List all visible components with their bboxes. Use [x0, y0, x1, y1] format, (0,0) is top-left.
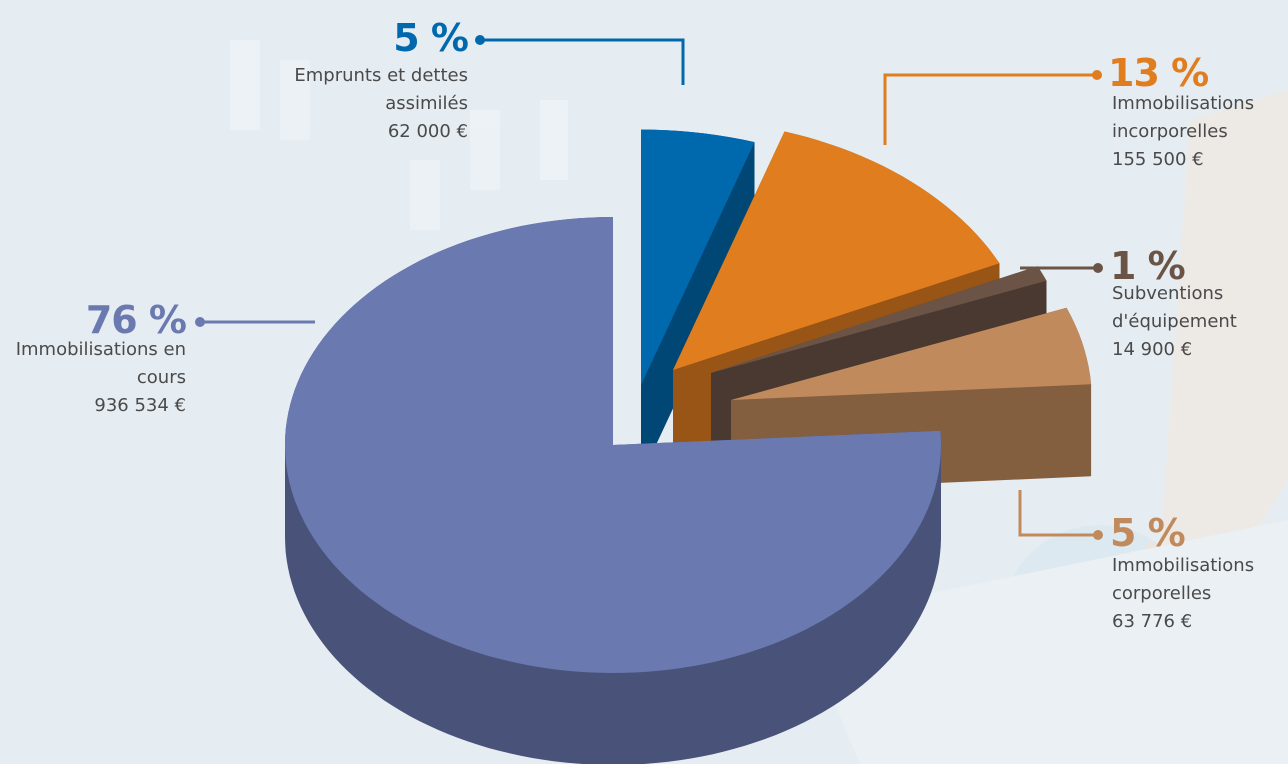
leader-dot — [1093, 530, 1103, 540]
leader-line — [1018, 490, 1098, 537]
leader-dot — [1093, 263, 1103, 273]
slice-label: Immobilisations incorporelles 155 500 € — [1112, 90, 1288, 174]
slice — [285, 217, 941, 673]
leader-line — [883, 73, 1097, 145]
leader-dot — [195, 317, 205, 327]
slice-label: Immobilisations corporelles 63 776 € — [1112, 552, 1288, 636]
slice-label: Immobilisations en cours 936 534 € — [0, 336, 186, 420]
slice — [711, 266, 1047, 373]
leaders — [195, 35, 1103, 540]
slice-label: Subventions d'équipement 14 900 € — [1112, 280, 1288, 364]
percentage-label: 1 % — [1110, 244, 1186, 288]
leader-line — [480, 38, 685, 85]
slice — [641, 129, 755, 385]
leader-dot — [1092, 70, 1102, 80]
amount-label: 62 000 € — [387, 121, 468, 142]
category-label: Subventions d'équipement — [1112, 283, 1237, 332]
amount-label: 63 776 € — [1112, 611, 1193, 632]
category-label: Immobilisations incorporelles — [1112, 93, 1255, 142]
percentage-label: 5 % — [1110, 511, 1186, 555]
percentage-label: 13 % — [1108, 51, 1209, 95]
slice-label: Emprunts et dettes assimilés 62 000 € — [228, 62, 468, 146]
background-decoration — [230, 40, 1288, 764]
percentage-label: 76 % — [85, 298, 187, 342]
percentage-label: 5 % — [393, 16, 469, 60]
category-label: Immobilisations corporelles — [1112, 555, 1255, 604]
category-label: Immobilisations en cours — [15, 339, 186, 388]
amount-label: 14 900 € — [1112, 339, 1193, 360]
amount-label: 155 500 € — [1112, 149, 1204, 170]
amount-label: 936 534 € — [94, 395, 186, 416]
slice — [673, 131, 1000, 370]
leader-dot — [475, 35, 485, 45]
pie — [285, 129, 1092, 764]
slice — [731, 307, 1092, 400]
category-label: Emprunts et dettes assimilés — [294, 65, 468, 114]
